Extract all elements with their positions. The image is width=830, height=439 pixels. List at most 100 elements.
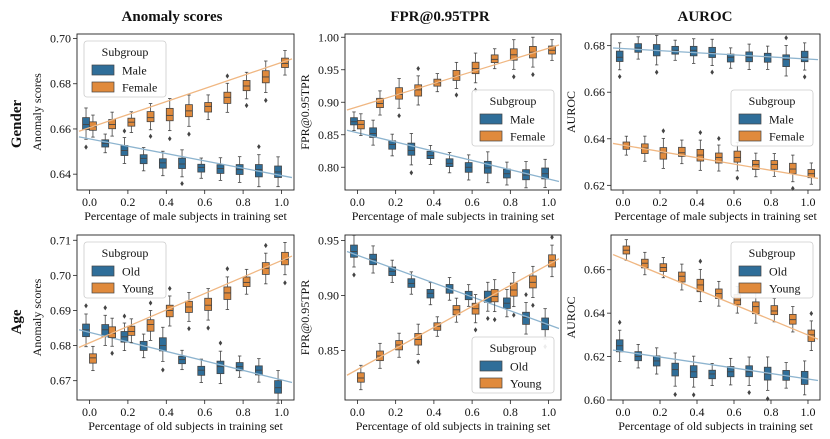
- box-young-6: [471, 294, 480, 333]
- box-female-9: [529, 36, 537, 78]
- box-young-2: [127, 318, 136, 344]
- series-old: [612, 319, 819, 402]
- x-tick-label: 0.8: [503, 195, 518, 209]
- y-axis-label: Anomaly scores: [30, 73, 44, 151]
- outlier: [550, 234, 554, 240]
- box-body: [281, 57, 289, 68]
- y-tick-label: 0.70: [50, 32, 71, 46]
- outlier: [617, 319, 622, 326]
- x-tick-label: 0.6: [465, 195, 480, 209]
- box-male-6: [197, 157, 206, 179]
- box-male-7: [483, 151, 492, 184]
- outlier: [784, 35, 788, 41]
- panel-age-fpr: 0.85 0.90 0.95 0.0 0.2 0.4 0.6 0.8 1.0Percentage…: [298, 234, 562, 433]
- column-title-auroc: AUROC: [678, 9, 733, 25]
- box-body: [165, 304, 174, 318]
- box-body: [376, 97, 384, 109]
- outlier: [103, 305, 108, 311]
- legend-label-young: Young: [122, 282, 153, 296]
- box-body: [752, 160, 760, 170]
- row-label-age: Age: [9, 309, 25, 334]
- x-tick-label: 0.8: [763, 405, 778, 419]
- series-male: [78, 107, 293, 188]
- box-female-6: [733, 141, 742, 181]
- box-body: [800, 50, 809, 63]
- outlier: [698, 129, 703, 136]
- box-old-4: [689, 355, 698, 398]
- trend-line-young: [612, 253, 819, 340]
- box-male-3: [671, 39, 679, 61]
- legend-title: Subgroup: [102, 246, 149, 260]
- legend-swatch-young: [479, 377, 503, 389]
- outlier: [416, 359, 421, 365]
- x-axis-label: Percentage of male subjects in training …: [614, 209, 817, 223]
- box-male-1: [101, 133, 110, 154]
- box-body: [350, 117, 358, 126]
- y-tick-label: 0.64: [584, 306, 605, 320]
- plot-frame: [610, 33, 821, 191]
- box-female-1: [108, 111, 116, 137]
- outlier: [511, 74, 516, 80]
- box-body: [204, 297, 213, 311]
- series-old: [346, 234, 560, 350]
- box-body: [659, 147, 668, 160]
- box-female-2: [127, 111, 136, 133]
- box-female-4: [696, 129, 705, 171]
- box-young-9: [261, 242, 270, 285]
- y-axis-label: FPR@0.95TPR: [298, 280, 312, 355]
- outlier: [263, 97, 268, 103]
- series-female: [346, 36, 560, 136]
- box-body: [696, 278, 705, 293]
- box-female-7: [752, 152, 760, 178]
- box-body: [223, 91, 232, 104]
- outlier: [409, 170, 414, 176]
- x-tick-label: 0.8: [236, 195, 251, 209]
- box-body: [369, 127, 377, 138]
- box-male-7: [745, 43, 753, 70]
- outlier: [617, 73, 622, 80]
- legend-label-young: Young: [769, 282, 800, 296]
- box-young-9: [789, 306, 797, 333]
- box-old-10: [274, 370, 282, 404]
- box-body: [733, 150, 742, 163]
- box-male-8: [763, 45, 772, 70]
- outlier: [263, 242, 268, 249]
- box-young-4: [433, 316, 442, 337]
- outlier: [710, 69, 714, 75]
- box-female-2: [395, 78, 403, 119]
- legend-swatch-male: [91, 64, 115, 76]
- box-body: [689, 45, 698, 57]
- box-old-2: [388, 259, 397, 283]
- y-tick-label: 0.85: [318, 344, 339, 358]
- box-young-2: [659, 257, 668, 279]
- y-tick-label: 0.68: [50, 339, 71, 353]
- box-female-8: [770, 153, 779, 177]
- outlier: [524, 292, 528, 298]
- box-young-3: [146, 300, 155, 341]
- x-tick-label: 0.0: [350, 405, 365, 419]
- series-old: [78, 303, 293, 404]
- box-male-0: [350, 111, 358, 132]
- box-body: [782, 54, 790, 67]
- legend-swatch-female: [91, 81, 115, 93]
- column-title-anomaly: Anomaly scores: [122, 9, 223, 25]
- box-body: [426, 150, 435, 160]
- box-body: [770, 160, 779, 170]
- x-tick-label: 0.2: [653, 195, 668, 209]
- box-body: [204, 102, 213, 113]
- legend-label-male: Male: [510, 113, 535, 127]
- box-body: [158, 337, 167, 352]
- x-tick-label: 0.4: [690, 195, 705, 209]
- box-young-10: [807, 310, 816, 351]
- box-body: [678, 271, 686, 283]
- box-old-5: [708, 363, 716, 386]
- y-tick-label: 0.95: [318, 234, 339, 248]
- outlier: [283, 280, 287, 286]
- box-male-5: [178, 149, 186, 187]
- legend-title: Subgroup: [102, 45, 149, 59]
- x-axis-label: Percentage of old subjects in training s…: [618, 419, 813, 433]
- legend-label-old: Old: [769, 265, 787, 279]
- trend-line-young: [346, 258, 560, 376]
- x-tick-label: 1.0: [541, 195, 556, 209]
